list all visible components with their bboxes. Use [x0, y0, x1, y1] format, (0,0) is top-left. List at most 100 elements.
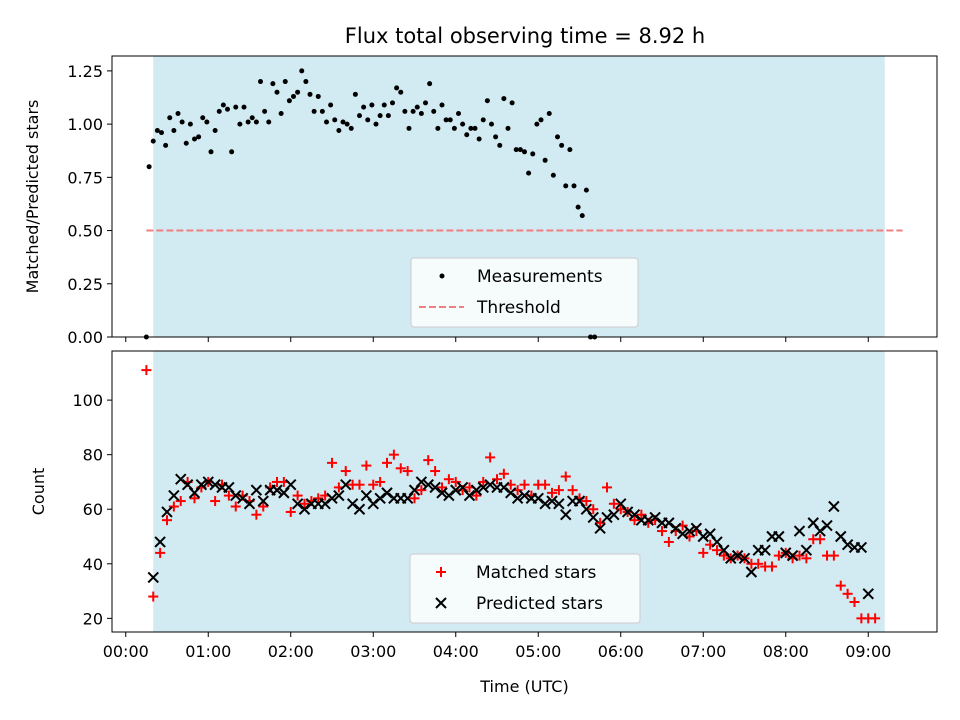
- x-tick-label: 08:00: [763, 642, 809, 661]
- predicted-star-point: [697, 530, 709, 543]
- measurement-point: [295, 89, 301, 95]
- predicted-star-point: [340, 478, 352, 491]
- matched-star-point: [657, 526, 667, 537]
- x-tick-label: 00:00: [103, 642, 149, 661]
- measurement-point: [357, 113, 362, 119]
- matched-star-point: [560, 471, 571, 482]
- measurement-point: [220, 102, 226, 108]
- measurement-point: [385, 113, 391, 119]
- predicted-star-point: [786, 549, 799, 562]
- matched-star-point: [327, 457, 337, 468]
- measurement-point: [303, 79, 309, 85]
- measurement-point: [229, 149, 235, 155]
- predicted-star-point: [518, 489, 531, 502]
- matched-star-point: [223, 490, 234, 501]
- measurement-point: [571, 183, 577, 189]
- y-tick-label: 1.25: [67, 62, 103, 81]
- measurement-point: [513, 147, 519, 153]
- predicted-star-point: [298, 503, 311, 515]
- measurement-point: [406, 125, 412, 131]
- matched-star-point: [354, 479, 365, 490]
- measurement-point: [542, 157, 548, 163]
- measurement-point: [167, 115, 173, 121]
- legend-predicted-marker: [435, 597, 447, 609]
- measurement-point: [307, 91, 313, 97]
- measurement-point: [336, 128, 342, 134]
- legend-predicted-label: Predicted stars: [476, 594, 603, 614]
- y-tick-label: 60: [83, 500, 103, 519]
- predicted-star-point: [814, 525, 826, 537]
- measurement-point: [249, 115, 255, 121]
- y-tick-label: 80: [83, 446, 103, 465]
- measurement-point: [282, 79, 288, 85]
- predicted-star-point: [862, 588, 874, 600]
- predicted-star-point: [415, 476, 428, 488]
- measurement-point: [328, 102, 334, 108]
- matched-star-point: [801, 553, 812, 564]
- measurement-point: [394, 85, 400, 91]
- count-legend: Matched stars Predicted stars: [409, 553, 641, 624]
- measurement-point: [340, 119, 346, 125]
- matched-star-point: [382, 457, 392, 468]
- measurement-point: [196, 134, 202, 140]
- predicted-star-point: [670, 522, 682, 535]
- count-x-axis-label: Time (UTC): [479, 677, 568, 696]
- y-tick-label: 0.75: [67, 168, 103, 187]
- predicted-star-point: [553, 498, 565, 510]
- x-tick-label: 07:00: [680, 642, 726, 661]
- predicted-star-point: [477, 481, 489, 494]
- measurement-point: [505, 125, 511, 131]
- predicted-star-point: [855, 541, 868, 554]
- predicted-star-point: [731, 549, 744, 562]
- matched-star-point: [842, 588, 853, 599]
- measurement-point: [423, 100, 428, 106]
- matched-star-point: [608, 498, 619, 509]
- measurement-point: [534, 121, 540, 127]
- measurement-point: [377, 113, 383, 119]
- matched-star-point: [409, 493, 420, 504]
- measurement-point: [183, 140, 189, 146]
- legend-matched-label: Matched stars: [476, 563, 596, 583]
- predicted-star-point: [168, 489, 180, 502]
- predicted-star-point: [484, 478, 496, 491]
- measurement-point: [530, 151, 536, 157]
- matched-star-point: [340, 466, 351, 477]
- measurement-point: [398, 89, 404, 95]
- predicted-star-point: [374, 492, 386, 505]
- matched-star-point: [540, 479, 551, 490]
- measurement-point: [146, 164, 152, 170]
- predicted-star-point: [759, 544, 771, 556]
- predicted-star-point: [800, 544, 813, 556]
- predicted-star-point: [560, 508, 572, 521]
- matched-star-point: [815, 534, 826, 545]
- predicted-star-point: [532, 492, 544, 505]
- ratio-x-axis: [125, 337, 869, 342]
- predicted-star-point: [319, 498, 331, 510]
- measurement-point: [274, 89, 280, 95]
- predicted-star-point: [470, 484, 483, 496]
- measurement-point: [369, 102, 375, 108]
- matched-star-point: [299, 498, 310, 509]
- predicted-star-point: [828, 500, 840, 513]
- predicted-star-point: [725, 552, 737, 565]
- legend-x-marker: [435, 597, 447, 609]
- count-panel: 20 40 60 80 100 00:00 01:00 02:00 03:00 04:00 05:…: [29, 350, 938, 696]
- measurement-point: [200, 115, 206, 121]
- measurement-point: [150, 138, 156, 144]
- measurement-point: [311, 108, 317, 114]
- matched-star-point: [189, 493, 200, 504]
- predicted-star-point: [202, 476, 214, 488]
- matched-star-point: [395, 463, 406, 474]
- measurement-point: [550, 172, 556, 178]
- ratio-marks: [143, 68, 903, 340]
- measurement-point: [381, 102, 387, 108]
- measurement-point: [348, 125, 354, 131]
- matched-star-point: [588, 504, 599, 515]
- matched-star-point: [471, 490, 482, 501]
- matched-star-point: [443, 474, 454, 485]
- predicted-star-point: [195, 478, 208, 491]
- legend-measurements-marker: [439, 273, 445, 279]
- matched-star-point: [368, 479, 379, 490]
- predicted-star-point: [841, 538, 854, 551]
